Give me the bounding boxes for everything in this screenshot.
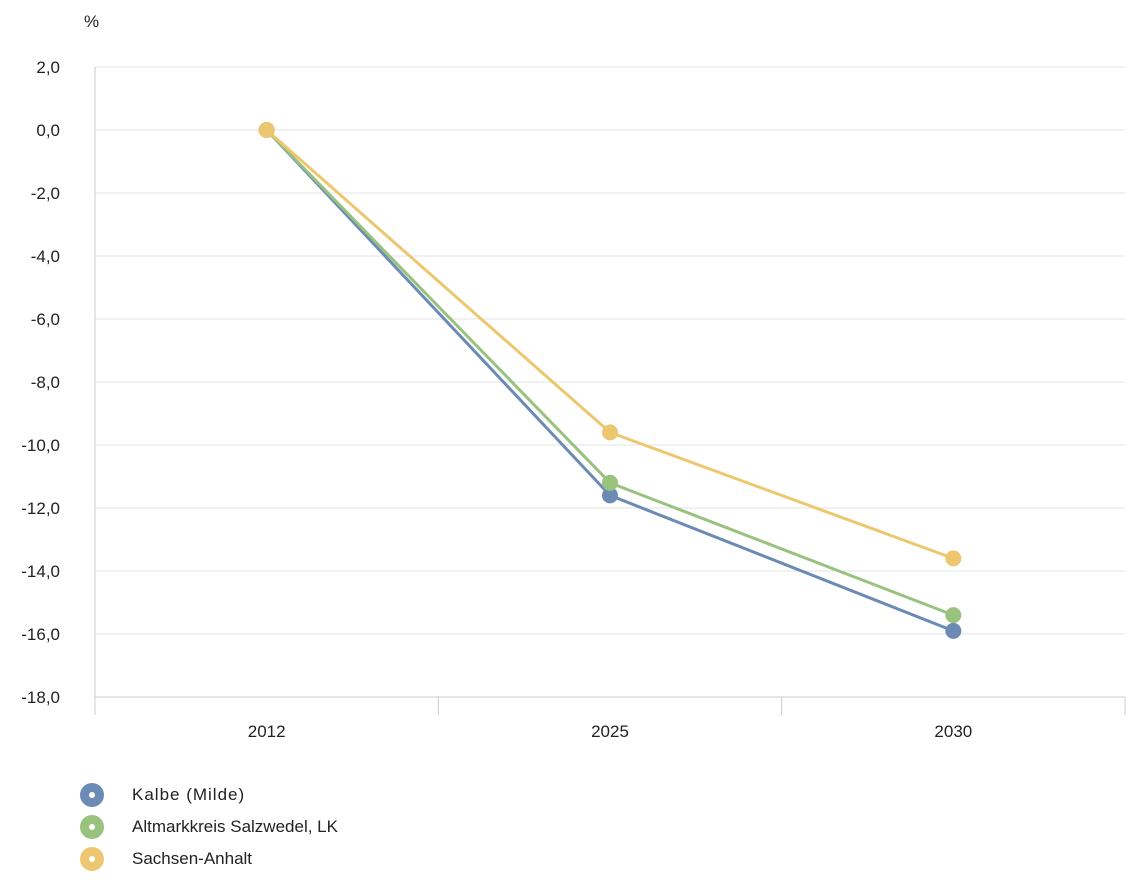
series-line — [265, 128, 954, 633]
y-tick-label: -16,0 — [21, 625, 60, 644]
x-tick-label: 2030 — [934, 722, 972, 741]
series-line — [265, 128, 954, 617]
legend-label: Sachsen-Anhalt — [132, 849, 253, 868]
data-point — [945, 550, 962, 567]
line-chart: 2,0 0,0 -2,0 -4,0 -6,0 -8,0 -10,0 -12,0 -14,0 -16… — [21, 12, 1126, 741]
data-point — [945, 607, 962, 624]
y-tick-label: -12,0 — [21, 499, 60, 518]
x-tick-label: 2025 — [591, 722, 629, 741]
x-tick-label: 2012 — [248, 722, 286, 741]
legend-item-sachsen-anhalt[interactable]: Sachsen-Anhalt — [80, 844, 338, 874]
y-axis-label: % — [84, 12, 99, 31]
legend-label: Altmarkkreis Salzwedel, LK — [132, 817, 338, 836]
data-point — [602, 487, 618, 504]
data-point — [945, 622, 962, 639]
y-tick-label: -14,0 — [21, 562, 60, 581]
legend-label: Kalbe (Milde) — [132, 785, 246, 804]
legend-marker-icon — [80, 815, 104, 839]
legend: Kalbe (Milde) Altmarkkreis Salzwedel, LK… — [80, 780, 338, 876]
y-tick-label: -10,0 — [21, 436, 60, 455]
legend-item-kalbe[interactable]: Kalbe (Milde) — [80, 780, 338, 810]
y-tick-label: -8,0 — [31, 373, 60, 392]
data-point — [602, 474, 618, 491]
data-point — [602, 424, 618, 441]
legend-item-altmarkkreis[interactable]: Altmarkkreis Salzwedel, LK — [80, 812, 338, 842]
legend-marker-icon — [80, 847, 104, 871]
y-tick-label: 0,0 — [36, 121, 60, 140]
data-point — [258, 122, 275, 138]
y-tick-label: -4,0 — [31, 247, 60, 266]
y-tick-label: -18,0 — [21, 688, 60, 707]
y-tick-label: -6,0 — [31, 310, 60, 329]
legend-marker-icon — [80, 783, 104, 807]
y-tick-label: 2,0 — [36, 58, 60, 77]
y-tick-label: -2,0 — [31, 184, 60, 203]
